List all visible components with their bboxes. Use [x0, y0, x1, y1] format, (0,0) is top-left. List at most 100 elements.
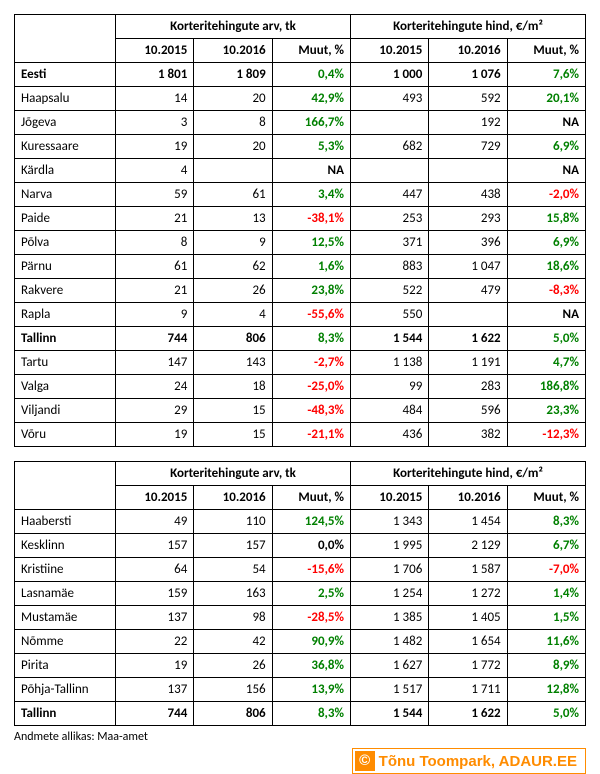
price-change: 6,9% [507, 231, 585, 255]
price-2016: 1 772 [429, 654, 507, 678]
credit-text: Tõnu Toompark, ADAUR.EE [379, 753, 577, 770]
count-2015: 59 [116, 183, 194, 207]
price-2015: 682 [350, 135, 428, 159]
count-2016: 18 [194, 375, 272, 399]
price-2015: 1 517 [350, 678, 428, 702]
price-change-header: Muut, % [507, 39, 585, 63]
price-2016: 1 622 [429, 702, 507, 726]
count-2015: 22 [116, 630, 194, 654]
count-2015: 19 [116, 654, 194, 678]
price-change: 4,7% [507, 351, 585, 375]
row-label: Põlva [15, 231, 116, 255]
count-2015-header: 10.2015 [116, 39, 194, 63]
price-2016: 1 654 [429, 630, 507, 654]
count-change: 1,6% [272, 255, 350, 279]
count-2015: 21 [116, 207, 194, 231]
count-change: 36,8% [272, 654, 350, 678]
count-change: -25,0% [272, 375, 350, 399]
count-2015: 14 [116, 87, 194, 111]
price-2015: 1 000 [350, 63, 428, 87]
row-label: Haabersti [15, 510, 116, 534]
price-2015: 436 [350, 423, 428, 447]
price-change: 15,8% [507, 207, 585, 231]
price-2016: 283 [429, 375, 507, 399]
row-label: Narva [15, 183, 116, 207]
count-2016: 163 [194, 582, 272, 606]
table-row: Haabersti49110124,5%1 3431 4548,3% [15, 510, 586, 534]
price-2015: 484 [350, 399, 428, 423]
table-row: Põhja-Tallinn13715613,9%1 5171 71112,8% [15, 678, 586, 702]
price-change: -7,0% [507, 558, 585, 582]
row-label: Pärnu [15, 255, 116, 279]
count-2016: 157 [194, 534, 272, 558]
row-label: Kesklinn [15, 534, 116, 558]
price-change: 1,5% [507, 606, 585, 630]
price-2015: 1 254 [350, 582, 428, 606]
price-2015: 1 343 [350, 510, 428, 534]
price-2015 [350, 159, 428, 183]
count-2016: 20 [194, 87, 272, 111]
price-2015: 447 [350, 183, 428, 207]
price-change: NA [507, 111, 585, 135]
table-cities: Korteritehingute arv, tkKorteritehingute… [14, 14, 586, 447]
table-row: Kristiine6454-15,6%1 7061 587-7,0% [15, 558, 586, 582]
count-2015: 744 [116, 327, 194, 351]
row-label: Viljandi [15, 399, 116, 423]
row-label: Tartu [15, 351, 116, 375]
price-2016: 293 [429, 207, 507, 231]
price-2016: 1 076 [429, 63, 507, 87]
row-label: Põhja-Tallinn [15, 678, 116, 702]
count-2015: 61 [116, 255, 194, 279]
price-2015: 1 706 [350, 558, 428, 582]
table-row: Jõgeva38166,7%192NA [15, 111, 586, 135]
price-2015: 1 385 [350, 606, 428, 630]
price-change: 186,8% [507, 375, 585, 399]
price-2016: 192 [429, 111, 507, 135]
count-2016: 1 809 [194, 63, 272, 87]
price-2016-header: 10.2016 [429, 486, 507, 510]
row-label: Mustamäe [15, 606, 116, 630]
price-2016: 1 272 [429, 582, 507, 606]
row-label: Nõmme [15, 630, 116, 654]
row-label: Rapla [15, 303, 116, 327]
price-change: 5,0% [507, 702, 585, 726]
row-label: Paide [15, 207, 116, 231]
count-change: -38,1% [272, 207, 350, 231]
table-row: Lasnamäe1591632,5%1 2541 2721,4% [15, 582, 586, 606]
count-change: 0,4% [272, 63, 350, 87]
price-2015: 1 138 [350, 351, 428, 375]
count-2016: 13 [194, 207, 272, 231]
count-2016-header: 10.2016 [194, 39, 272, 63]
price-2015: 550 [350, 303, 428, 327]
price-2015: 1 544 [350, 327, 428, 351]
price-change: 20,1% [507, 87, 585, 111]
table-row: Kesklinn1571570,0%1 9952 1296,7% [15, 534, 586, 558]
count-change: 166,7% [272, 111, 350, 135]
count-2015: 137 [116, 606, 194, 630]
count-2015: 9 [116, 303, 194, 327]
price-change: 8,9% [507, 654, 585, 678]
credit-box: © Tõnu Toompark, ADAUR.EE [352, 748, 586, 774]
table-row: Narva59613,4%447438-2,0% [15, 183, 586, 207]
row-label: Tallinn [15, 327, 116, 351]
count-2015: 49 [116, 510, 194, 534]
table-row: Rapla94-55,6%550NA [15, 303, 586, 327]
count-2016: 26 [194, 654, 272, 678]
row-label: Rakvere [15, 279, 116, 303]
count-2016: 4 [194, 303, 272, 327]
price-2016: 1 405 [429, 606, 507, 630]
table-row: Pirita192636,8%1 6271 7728,9% [15, 654, 586, 678]
count-change: 13,9% [272, 678, 350, 702]
count-change: 124,5% [272, 510, 350, 534]
table-row: Tallinn7448068,3%1 5441 6225,0% [15, 327, 586, 351]
count-2016: 62 [194, 255, 272, 279]
group-price-header: Korteritehingute hind, €/m² [350, 15, 585, 39]
row-label: Kuressaare [15, 135, 116, 159]
source-text: Andmete allikas: Maa-amet [14, 730, 586, 744]
count-2016 [194, 159, 272, 183]
count-change: 42,9% [272, 87, 350, 111]
price-2015: 371 [350, 231, 428, 255]
row-label: Kristiine [15, 558, 116, 582]
count-2016: 42 [194, 630, 272, 654]
count-2016: 143 [194, 351, 272, 375]
